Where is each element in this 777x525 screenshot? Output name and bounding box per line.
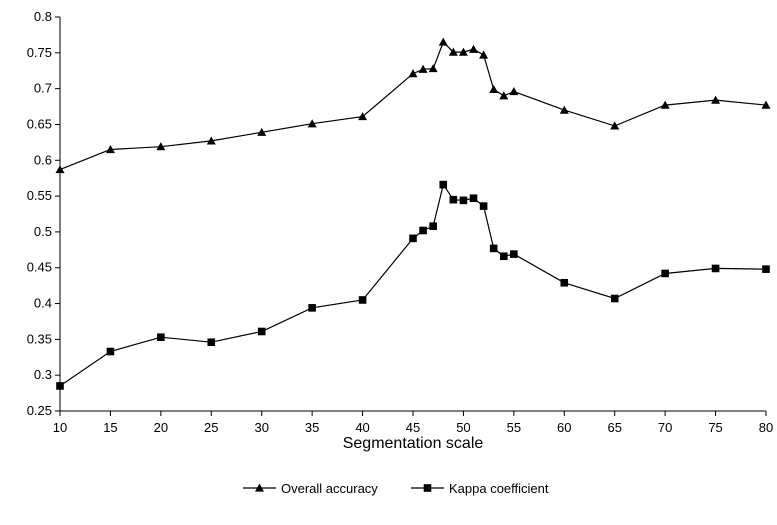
x-tick-label: 10 — [53, 420, 67, 435]
data-point-square — [499, 252, 508, 261]
series-overall-accuracy — [55, 37, 771, 174]
data-point-square — [207, 338, 216, 347]
data-point-triangle — [761, 100, 771, 109]
y-tick-label: 0.75 — [27, 45, 52, 60]
data-point-square — [762, 265, 770, 273]
legend-marker-square — [423, 484, 432, 492]
data-point-square — [257, 327, 266, 336]
data-point-square — [459, 196, 468, 205]
y-tick-label: 0.35 — [27, 331, 52, 346]
series-layer — [55, 37, 771, 390]
data-point-triangle — [105, 145, 115, 154]
data-point-triangle — [358, 112, 368, 121]
x-tick-label: 25 — [204, 420, 218, 435]
legend-marker-triangle — [255, 483, 264, 492]
y-tick-label: 0.8 — [34, 9, 52, 24]
legend-item-kappa-coefficient: Kappa coefficient — [411, 481, 549, 496]
y-tick-label: 0.45 — [27, 260, 52, 275]
y-tick-label: 0.4 — [34, 296, 52, 311]
x-axis-ticks: 10 15 20 25 30 35 40 45 50 55 60 65 70 75 80 — [53, 411, 773, 435]
x-tick-label: 45 — [406, 420, 420, 435]
data-point-square — [157, 333, 165, 342]
series-line-overall-accuracy — [59, 41, 767, 171]
legend-label-kappa-coefficient: Kappa coefficient — [449, 481, 549, 496]
data-point-triangle — [428, 64, 438, 73]
x-tick-label: 15 — [103, 420, 117, 435]
data-point-triangle — [479, 50, 489, 59]
data-point-square — [106, 347, 115, 356]
data-point-square — [469, 194, 478, 203]
data-point-triangle — [499, 91, 509, 100]
series-line-kappa-coefficient — [59, 183, 767, 387]
y-tick-label: 0.7 — [34, 81, 52, 96]
data-point-triangle — [509, 87, 519, 96]
data-point-square — [439, 180, 448, 189]
data-point-square — [358, 296, 367, 304]
data-point-square — [510, 250, 518, 258]
data-point-square — [711, 264, 720, 273]
x-tick-label: 65 — [607, 420, 621, 435]
x-tick-label: 30 — [254, 420, 268, 435]
data-point-triangle — [610, 121, 620, 130]
legend-label-overall-accuracy: Overall accuracy — [281, 481, 378, 496]
x-tick-label: 40 — [355, 420, 369, 435]
x-tick-label: 70 — [658, 420, 672, 435]
x-tick-label: 80 — [759, 420, 773, 435]
x-tick-label: 60 — [557, 420, 571, 435]
data-point-triangle — [448, 47, 458, 56]
data-point-square — [409, 234, 417, 243]
y-tick-label: 0.65 — [27, 116, 52, 131]
y-tick-label: 0.25 — [27, 403, 52, 418]
data-point-triangle — [408, 69, 418, 78]
x-tick-label: 35 — [305, 420, 319, 435]
data-point-square — [479, 202, 488, 210]
x-tick-label: 55 — [507, 420, 521, 435]
x-tick-label: 50 — [456, 420, 470, 435]
data-point-triangle — [307, 119, 317, 128]
data-point-triangle — [489, 84, 499, 93]
data-point-triangle — [469, 44, 479, 53]
y-tick-label: 0.5 — [34, 224, 52, 239]
series-kappa-coefficient — [56, 180, 770, 390]
data-point-square — [308, 304, 316, 312]
data-point-triangle — [257, 127, 267, 136]
y-tick-label: 0.55 — [27, 188, 52, 203]
x-tick-label: 75 — [708, 420, 722, 435]
x-axis-title: Segmentation scale — [343, 435, 484, 452]
data-point-square — [610, 294, 619, 303]
data-point-square — [489, 244, 498, 253]
data-point-triangle — [418, 64, 428, 73]
data-point-square — [429, 222, 437, 230]
y-tick-label: 0.3 — [34, 367, 52, 382]
data-point-triangle — [156, 142, 166, 151]
legend-item-overall-accuracy: Overall accuracy — [243, 481, 378, 496]
data-point-triangle — [55, 165, 65, 174]
data-point-square — [661, 269, 669, 278]
data-point-triangle — [458, 47, 468, 56]
x-tick-label: 20 — [154, 420, 168, 435]
data-point-triangle — [438, 37, 448, 46]
data-point-triangle — [559, 105, 569, 114]
data-point-square — [56, 382, 64, 390]
y-axis-ticks: 0.25 0.3 0.35 0.4 0.45 0.5 0.55 0.6 0.65 0.7 0.75 0… — [27, 9, 60, 418]
data-point-square — [419, 226, 427, 235]
data-point-triangle — [711, 95, 721, 104]
y-tick-label: 0.6 — [34, 152, 52, 167]
data-point-square — [449, 195, 458, 204]
data-point-square — [560, 278, 569, 287]
data-point-triangle — [660, 100, 670, 109]
data-point-triangle — [206, 136, 216, 145]
legend: Overall accuracy Kappa coefficient — [243, 481, 549, 496]
